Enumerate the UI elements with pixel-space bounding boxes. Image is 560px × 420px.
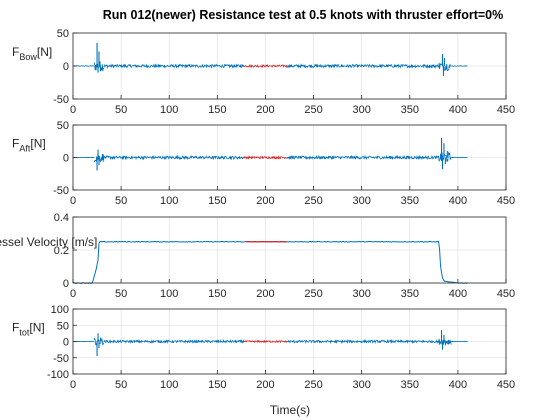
x-tick-label: 450	[497, 379, 515, 391]
y-axis-label: Ftot[N]	[12, 321, 45, 338]
x-tick-label: 400	[449, 195, 467, 207]
x-tick-label: 150	[208, 288, 226, 300]
y-tick-label: -50	[53, 185, 69, 197]
x-tick-label: 200	[256, 379, 274, 391]
x-tick-label: 50	[115, 379, 127, 391]
analysis-window-trace	[243, 63, 287, 69]
x-tick-label: 0	[70, 288, 76, 300]
signal-trace	[93, 61, 104, 72]
signal-trace	[438, 151, 452, 162]
x-tick-label: 150	[208, 195, 226, 207]
y-axis-label: FAft[N]	[12, 137, 46, 154]
y-tick-label: 0.4	[54, 212, 69, 224]
x-tick-label: 300	[352, 288, 370, 300]
x-tick-label: 300	[352, 195, 370, 207]
y-tick-label: 0	[63, 337, 69, 349]
y-tick-label: 50	[57, 120, 69, 132]
y-tick-label: 0	[63, 153, 69, 165]
y-axis-label: Vessel Velocity [m/s]	[0, 235, 97, 249]
panel-4: 0 50 100 150 200 250 300 350 400 450 100 50 0 -50 -100…	[12, 304, 515, 391]
x-tick-label: 350	[401, 195, 419, 207]
x-tick-label: 0	[70, 104, 76, 116]
y-tick-label: -50	[53, 94, 69, 106]
x-tick-label: 450	[497, 288, 515, 300]
x-tick-label: 0	[70, 195, 76, 207]
x-tick-label: 150	[208, 104, 226, 116]
signal-trace	[286, 338, 440, 345]
x-tick-label: 350	[401, 379, 419, 391]
x-tick-label: 250	[304, 379, 322, 391]
x-tick-label: 250	[304, 195, 322, 207]
signal-trace	[103, 154, 245, 161]
x-tick-label: 450	[497, 195, 515, 207]
x-tick-label: 350	[401, 104, 419, 116]
x-tick-label: 200	[256, 104, 274, 116]
chart-title: Run 012(newer) Resistance test at 0.5 kn…	[103, 8, 503, 22]
x-tick-label: 300	[352, 379, 370, 391]
x-tick-label: 100	[160, 104, 178, 116]
y-tick-label: 50	[57, 28, 69, 40]
y-tick-label: -100	[47, 369, 69, 381]
x-tick-label: 200	[256, 288, 274, 300]
x-tick-label: 0	[70, 379, 76, 391]
signal-trace	[438, 62, 451, 72]
x-tick-label: 400	[449, 379, 467, 391]
x-tick-label: 100	[160, 195, 178, 207]
y-tick-label: 50	[57, 320, 69, 332]
y-tick-label: -50	[53, 353, 69, 365]
analysis-window-trace	[243, 154, 287, 160]
signal-trace	[103, 338, 245, 345]
signal-trace	[93, 153, 105, 163]
x-tick-label: 50	[115, 288, 127, 300]
x-tick-label: 250	[304, 104, 322, 116]
x-tick-label: 50	[115, 195, 127, 207]
x-tick-label: 400	[449, 288, 467, 300]
signal-trace	[286, 63, 439, 69]
y-tick-label: 0	[63, 278, 69, 290]
y-axis-label: FBow[N]	[12, 45, 52, 62]
x-tick-label: 200	[256, 195, 274, 207]
y-tick-label: 0	[63, 61, 69, 73]
panel-3: 0 50 100 150 200 250 300 350 400 450 0.4 0.2 0 Vessel…	[0, 212, 515, 300]
signal-trace	[450, 65, 468, 67]
y-tick-label: 0.2	[54, 245, 69, 257]
x-tick-label: 300	[352, 104, 370, 116]
analysis-window-trace	[243, 339, 287, 344]
y-tick-label: 100	[51, 304, 69, 316]
panels: 0 50 100 150 200 250 300 350 400 450500-50FBow[N]…	[0, 28, 515, 391]
x-tick-label: 350	[401, 288, 419, 300]
x-tick-label: 50	[115, 104, 127, 116]
signal-trace	[93, 337, 105, 346]
x-tick-label: 100	[160, 379, 178, 391]
x-tick-label: 150	[208, 379, 226, 391]
x-tick-label: 450	[497, 104, 515, 116]
x-tick-label: 250	[304, 288, 322, 300]
x-tick-label: 400	[449, 104, 467, 116]
signal-trace	[103, 63, 245, 69]
signal-trace	[286, 154, 439, 161]
x-axis-label: Time(s)	[270, 403, 310, 417]
x-tick-label: 100	[160, 288, 178, 300]
